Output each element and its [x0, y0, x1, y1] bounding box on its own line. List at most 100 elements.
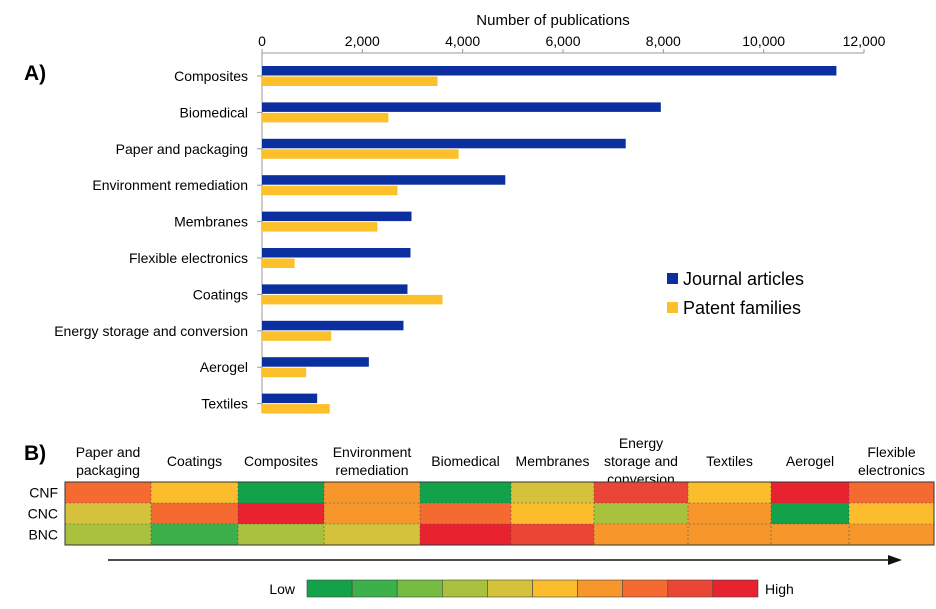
legend-label-journal: Journal articles — [683, 269, 804, 289]
heatmap-column-header: Biomedical — [431, 453, 499, 469]
bar-journal-articles — [262, 66, 837, 76]
bar-patent-families — [262, 149, 459, 159]
panel-a-label: A) — [24, 62, 46, 85]
heatmap-cell — [324, 503, 420, 524]
heatmap-row-label: CNC — [28, 506, 58, 522]
heatmap-cell — [594, 482, 688, 503]
heatmap-cell — [511, 482, 594, 503]
heatmap-cell — [151, 482, 238, 503]
heatmap-cell — [688, 524, 771, 545]
heatmap-cell — [324, 524, 420, 545]
category-label: Energy storage and conversion — [54, 323, 248, 339]
legend-swatch-journal — [667, 273, 678, 284]
bar-journal-articles — [262, 211, 412, 222]
heatmap-cell — [151, 524, 238, 545]
heatmap-column-header: Aerogel — [786, 453, 834, 469]
legend-swatch-patent — [667, 302, 678, 313]
x-tick-label: 12,000 — [843, 33, 886, 49]
heatmap-column-header: Coatings — [167, 453, 222, 469]
heatmap-cell — [238, 524, 324, 545]
color-scale: Low High — [269, 579, 794, 598]
bar-patent-families — [262, 331, 332, 341]
scale-swatch — [667, 579, 714, 598]
bar-patent-families — [262, 258, 295, 268]
heatmap-column-headers: Paper and packaging Coatings Composites Envi… — [76, 435, 925, 487]
bar-patent-families — [262, 112, 389, 123]
heatmap-column-header: Paper and packaging — [76, 444, 141, 478]
heatmap-cell — [771, 524, 849, 545]
heatmap-cell — [849, 524, 934, 545]
x-tick-label: 2,000 — [345, 33, 380, 49]
heatmap-cells — [64, 481, 935, 546]
category-label: Flexible electronics — [129, 250, 248, 266]
heatmap-cell — [771, 503, 849, 524]
heatmap-column-header: Flexible electronics — [858, 444, 925, 478]
scale-swatch — [487, 579, 533, 598]
bar-journal-articles — [262, 284, 408, 294]
heatmap-cell — [420, 503, 511, 524]
scale-swatch — [712, 579, 759, 598]
heatmap-cell — [65, 524, 151, 545]
heatmap-row-label: BNC — [28, 527, 58, 543]
heatmap-cell — [65, 482, 151, 503]
category-label: Membranes — [174, 214, 248, 230]
heatmap-cell — [511, 524, 594, 545]
heatmap-cell — [771, 482, 849, 503]
bar-patent-families — [262, 76, 438, 86]
scale-swatches — [306, 579, 759, 598]
heatmap-row-labels: CNF CNC BNC — [28, 485, 58, 543]
x-tick-label: 8,000 — [646, 33, 681, 49]
heatmap-row-label: CNF — [29, 485, 58, 501]
direction-arrow — [108, 555, 902, 565]
scale-swatch — [577, 579, 623, 598]
x-tick-label: 10,000 — [742, 33, 785, 49]
bar-journal-articles — [262, 393, 318, 404]
bar-journal-articles — [262, 320, 404, 331]
heatmap-column-header: Membranes — [516, 453, 590, 469]
heatmap-cell — [849, 503, 934, 524]
bar-journal-articles — [262, 102, 661, 112]
heatmap-column-header: Composites — [244, 453, 318, 469]
heatmap-cell — [324, 482, 420, 503]
heatmap-cell — [238, 482, 324, 503]
bar-series — [257, 53, 837, 414]
scale-swatch — [622, 579, 669, 598]
bar-journal-articles — [262, 175, 506, 185]
heatmap-cell — [594, 503, 688, 524]
category-label: Aerogel — [200, 359, 248, 375]
heatmap-column-header: Energy storage and conversion — [604, 435, 678, 487]
heatmap-cell — [238, 503, 324, 524]
heatmap-cell — [65, 503, 151, 524]
bar-journal-articles — [262, 138, 626, 149]
x-tick-label: 6,000 — [545, 33, 580, 49]
heatmap-cell — [849, 482, 934, 503]
scale-high-label: High — [765, 581, 794, 597]
heatmap-border — [64, 481, 935, 546]
panel-b-label: B) — [24, 442, 46, 465]
scale-low-label: Low — [269, 581, 296, 597]
scale-swatch — [396, 579, 443, 598]
category-label: Biomedical — [180, 104, 248, 120]
heatmap-cell — [420, 524, 511, 545]
x-tick-label: 0 — [258, 33, 266, 49]
category-label: Environment remediation — [92, 177, 248, 193]
bar-patent-families — [262, 367, 307, 378]
category-labels: Composites Biomedical Paper and packaging E… — [54, 68, 248, 412]
scale-swatch — [351, 579, 398, 598]
category-label: Paper and packaging — [116, 141, 248, 157]
x-tick-label: 4,000 — [445, 33, 480, 49]
category-label: Textiles — [201, 396, 248, 412]
heatmap-cell — [420, 482, 511, 503]
panel-a-bar-chart: A) Number of publications 0 2,000 4,000 6,0… — [24, 12, 886, 414]
legend: Journal articles Patent families — [667, 269, 804, 318]
x-axis-ticks: 0 2,000 4,000 6,000 8,000 10,000 12,000 — [258, 33, 886, 54]
legend-label-patent: Patent families — [683, 298, 801, 318]
heatmap-column-header: Textiles — [706, 453, 753, 469]
bar-journal-articles — [262, 248, 411, 258]
scale-swatch — [532, 579, 578, 598]
bar-journal-articles — [262, 357, 369, 367]
heatmap-cell — [511, 503, 594, 524]
heatmap-cell — [594, 524, 688, 545]
heatmap-cell — [688, 482, 771, 503]
